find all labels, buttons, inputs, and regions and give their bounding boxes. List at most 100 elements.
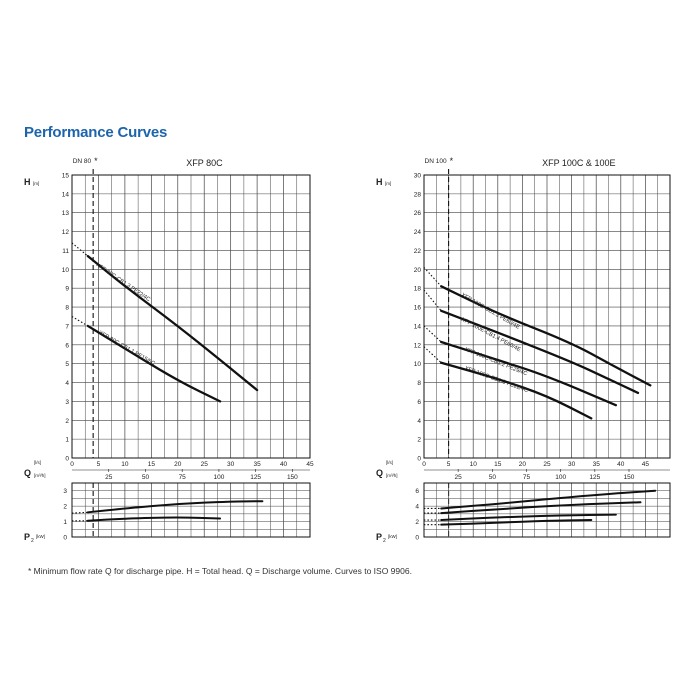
chart2-p-tick-label: 6 [415, 488, 419, 495]
chart2-q-ls-tick-label: 20 [519, 461, 527, 468]
chart1-p-axis-unit: [kW] [36, 534, 45, 539]
chart2-head-curve-dotted [423, 267, 442, 287]
chart1-q-m3h-tick-label: 75 [179, 474, 187, 481]
chart1-h-tick-label: 14 [62, 191, 70, 198]
chart2-head-plot-frame [423, 174, 671, 459]
chart1-head-curve [86, 324, 222, 403]
chart2-power-curve [440, 501, 642, 515]
chart2-h-tick-label: 8 [417, 380, 421, 387]
chart1-q-ls-tick-label: 20 [174, 461, 182, 468]
chart2-h-axis-label: H [376, 177, 383, 187]
chart1-q-ls-tick-label: 10 [121, 461, 129, 468]
chart1-series-label: XFP 80C-CB1.1 PE15/6C [97, 330, 155, 367]
chart1-q-m3h-tick-label: 50 [142, 474, 150, 481]
chart1-dn-label: DN 80 [73, 158, 92, 165]
chart2-q-m3h-tick-label: 100 [555, 474, 566, 481]
chart1-q-ls-tick-label: 45 [306, 461, 314, 468]
chart2-h-tick-label: 2 [417, 437, 421, 444]
chart1-q-ls-unit: [l/s] [34, 460, 41, 465]
chart1-q-m3h-tick-label: 100 [213, 474, 224, 481]
chart2-power-curve [440, 489, 657, 510]
chart2-q-m3h-tick-label: 50 [489, 474, 497, 481]
chart2-q-m3h-tick-label: 75 [523, 474, 531, 481]
chart2-h-tick-label: 22 [414, 248, 422, 255]
chart2-h-tick-label: 10 [414, 361, 422, 368]
chart1-q-m3h-tick-label: 125 [250, 474, 261, 481]
chart2-head-curve-dotted [423, 346, 442, 364]
chart2-h-tick-label: 20 [414, 267, 422, 274]
chart1-h-tick-label: 0 [65, 456, 69, 463]
chart2-head-curve [440, 340, 618, 407]
chart1-p-tick-label: 2 [63, 504, 67, 511]
chart1-power-plot-frame [71, 482, 311, 538]
chart2-h-tick-label: 4 [417, 418, 421, 425]
chart2-p-tick-label: 0 [415, 535, 419, 542]
chart2-q-ls-tick-label: 5 [447, 461, 451, 468]
chart2-p-axis-subscript: 2 [383, 538, 386, 544]
chart1-h-tick-label: 10 [62, 267, 70, 274]
chart2-head-curve [440, 361, 593, 420]
chart1-h-tick-label: 12 [62, 229, 70, 236]
chart1-power-curve [86, 516, 222, 522]
chart1-h-tick-label: 8 [65, 305, 69, 312]
chart1-q-m3h-tick-label: 150 [287, 474, 298, 481]
chart1-head-curve-dotted [71, 242, 89, 257]
chart2-dn-asterisk: * [450, 156, 454, 166]
chart2-q-m3h-tick-label: 150 [624, 474, 635, 481]
chart1-h-tick-label: 9 [65, 286, 69, 293]
chart2-head-curve-dotted [423, 325, 442, 343]
chart1-head-curve-dotted [71, 316, 89, 327]
chart2-q-ls-tick-label: 25 [543, 461, 551, 468]
chart2-h-tick-label: 18 [414, 286, 422, 293]
chart2-power-plot-frame [423, 482, 671, 538]
chart1-h-tick-label: 15 [62, 173, 70, 180]
chart2-q-ls-tick-label: 35 [593, 461, 601, 468]
chart1-p-axis-label: P [24, 532, 30, 542]
chart2-head-curve [440, 309, 640, 395]
chart1-h-axis-label: H [24, 177, 31, 187]
chart1-power-curve [86, 500, 264, 514]
chart1-chart-title: XFP 80C [186, 158, 223, 168]
chart2-q-ls-unit: [l/s] [386, 460, 393, 465]
chart1-h-tick-label: 5 [65, 361, 69, 368]
chart2-h-tick-label: 6 [417, 399, 421, 406]
chart2-q-ls-tick-label: 30 [568, 461, 576, 468]
chart2-h-tick-label: 12 [414, 342, 422, 349]
chart1-q-ls-tick-label: 0 [70, 461, 74, 468]
chart2-q-axis-label: Q [376, 468, 383, 478]
chart1-q-axis-label: Q [24, 468, 31, 478]
chart2-power-curve [440, 513, 617, 522]
chart1-h-axis-unit: [m] [33, 181, 39, 186]
chart1-power-curve-dotted [71, 511, 88, 514]
chart1-head-curve [86, 254, 259, 392]
chart2-q-m3h-tick-label: 25 [455, 474, 463, 481]
chart1-h-tick-label: 7 [65, 323, 69, 330]
chart2-chart-title: XFP 100C & 100E [542, 158, 615, 168]
chart1-q-ls-tick-label: 35 [253, 461, 261, 468]
chart2-head-curve-dotted [423, 289, 442, 312]
chart2-power-curve [440, 519, 593, 526]
chart2-q-ls-tick-label: 45 [642, 461, 650, 468]
chart2-dn-label: DN 100 [425, 158, 447, 165]
chart1-dn-asterisk: * [94, 156, 98, 166]
chart2-h-tick-label: 0 [417, 456, 421, 463]
chart2-q-m3h-unit: [m³/h] [386, 473, 398, 478]
chart2-h-tick-label: 26 [414, 210, 422, 217]
page-title: Performance Curves [24, 124, 168, 141]
chart2-h-tick-label: 28 [414, 191, 422, 198]
chart2-p-tick-label: 2 [415, 519, 419, 526]
chart2-head-curve [440, 285, 652, 387]
chart1-p-tick-label: 0 [63, 535, 67, 542]
chart1-h-tick-label: 6 [65, 342, 69, 349]
chart2-p-axis-unit: [kW] [388, 534, 397, 539]
chart1-h-tick-label: 2 [65, 418, 69, 425]
chart2-q-ls-tick-label: 10 [470, 461, 478, 468]
chart1-q-ls-tick-label: 40 [280, 461, 288, 468]
chart1-q-m3h-unit: [m³/h] [34, 473, 46, 478]
footnote: * Minimum flow rate Q for discharge pipe… [28, 566, 412, 576]
chart1-p-axis-subscript: 2 [31, 538, 34, 544]
chart1-h-tick-label: 13 [62, 210, 70, 217]
chart2-h-tick-label: 14 [414, 323, 422, 330]
chart1-h-tick-label: 1 [65, 437, 69, 444]
